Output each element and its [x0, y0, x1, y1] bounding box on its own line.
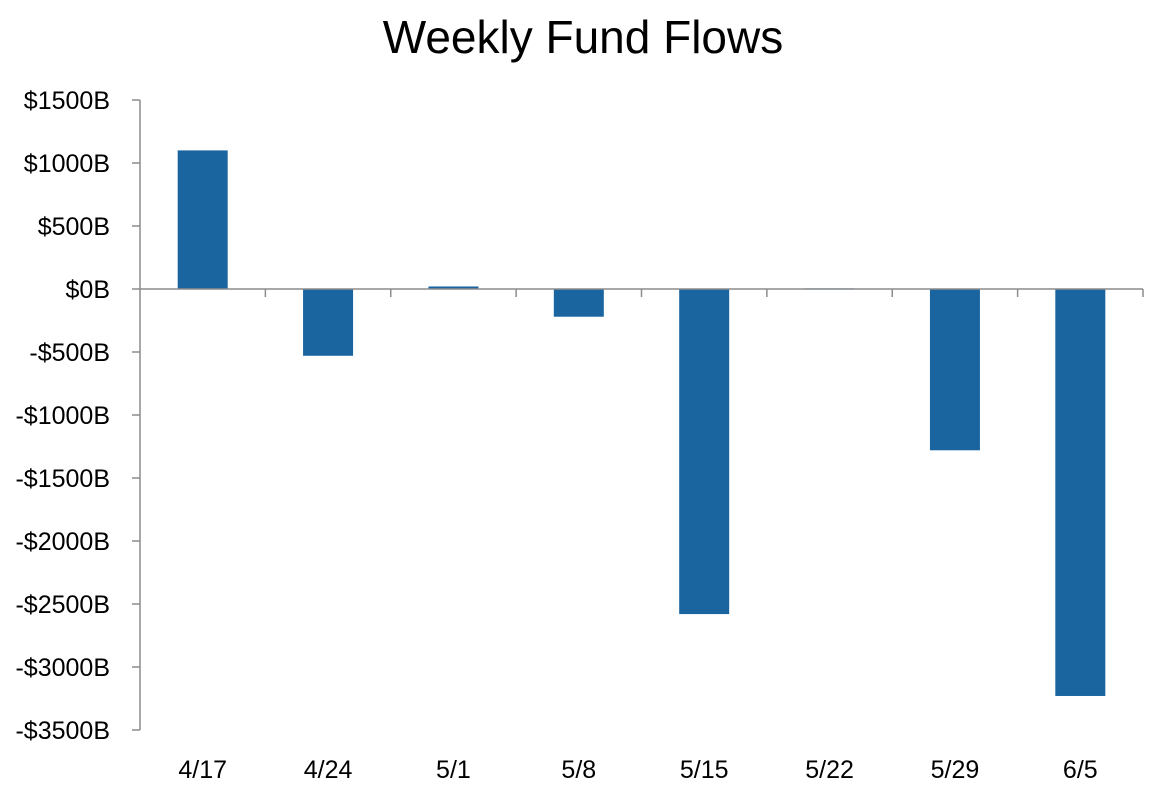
bar — [303, 289, 354, 356]
y-tick-label: $500B — [38, 213, 110, 241]
x-axis: 4/17 4/24 5/1 5/8 5/15 5/22 5/29 6/5 — [140, 288, 1144, 784]
y-tick-label: -$1000B — [15, 402, 110, 430]
bar — [428, 286, 479, 289]
y-tick-label: -$1500B — [15, 465, 110, 493]
y-tick-label: $1500B — [24, 87, 110, 115]
x-tick-label: 6/5 — [1063, 756, 1098, 784]
x-tick-label: 5/22 — [805, 756, 854, 784]
y-tick-label: -$3500B — [15, 717, 110, 745]
bars — [177, 150, 1106, 696]
y-tick-label: -$3000B — [15, 654, 110, 682]
x-tick-label: 5/29 — [931, 756, 980, 784]
x-tick-label: 4/24 — [304, 756, 353, 784]
x-tick-label: 5/1 — [436, 756, 471, 784]
y-tick-label: $0B — [66, 276, 110, 304]
bar — [553, 289, 604, 317]
bar — [929, 289, 980, 451]
y-tick-label: -$500B — [29, 339, 110, 367]
bar — [679, 289, 730, 615]
y-tick-label: -$2500B — [15, 591, 110, 619]
bar — [1055, 289, 1106, 696]
chart-title: Weekly Fund Flows — [382, 11, 784, 63]
y-tick-label: $1000B — [24, 150, 110, 178]
x-tick-label: 4/17 — [178, 756, 227, 784]
y-tick-label: -$2000B — [15, 528, 110, 556]
y-axis: $1500B $1000B $500B $0B -$500B -$1000B -$1500B… — [15, 87, 141, 745]
x-tick-label: 5/15 — [680, 756, 729, 784]
x-tick-label: 5/8 — [561, 756, 596, 784]
bar — [177, 150, 228, 289]
